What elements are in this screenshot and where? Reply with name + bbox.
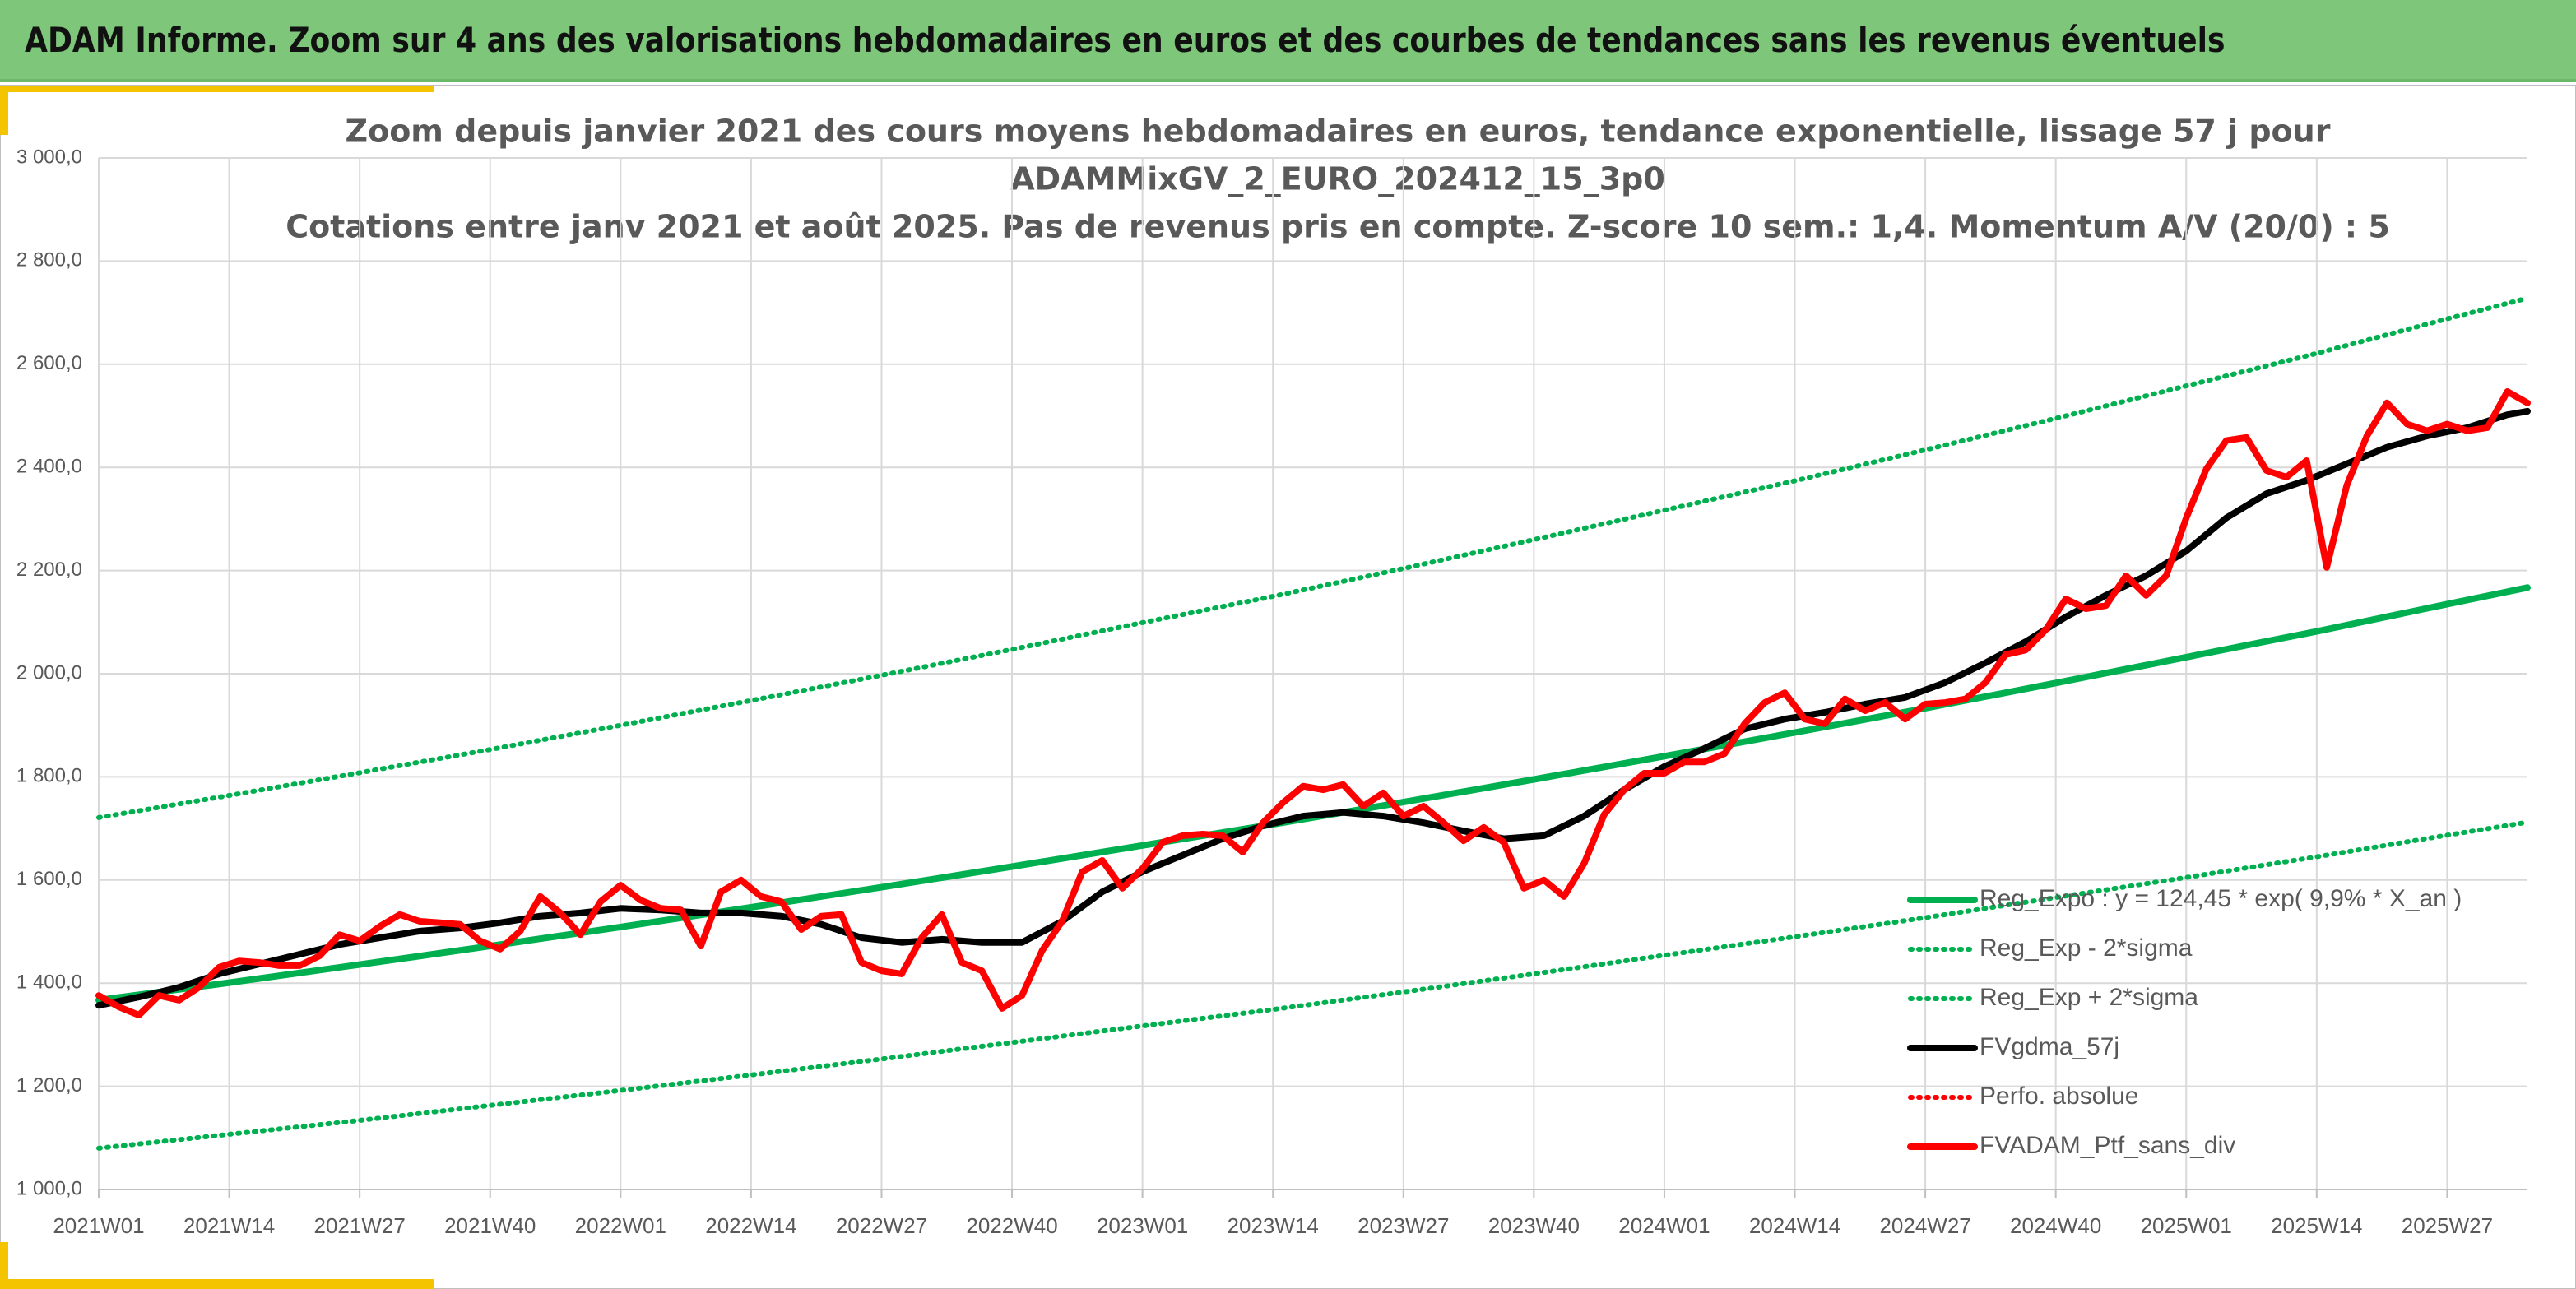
x-tick-label: 2023W40 — [1488, 1213, 1580, 1238]
x-tick-label: 2023W27 — [1358, 1213, 1449, 1238]
header-title: ADAM Informe. Zoom sur 4 ans des valoris… — [25, 20, 2226, 60]
series-line — [96, 295, 2530, 820]
x-tick-label: 2024W27 — [1879, 1213, 1970, 1238]
y-tick-label: 1 600,0 — [16, 868, 82, 890]
x-tick-label: 2022W27 — [836, 1213, 927, 1238]
legend-label: Perfo. absolue — [1980, 1083, 2138, 1110]
x-tick-label: 2021W01 — [53, 1213, 144, 1238]
x-tick-label: 2024W40 — [2010, 1213, 2101, 1238]
chart-frame — [0, 85, 2576, 1289]
x-tick-label: 2022W40 — [966, 1213, 1057, 1238]
x-tick-label: 2022W14 — [705, 1213, 796, 1238]
y-tick-label: 2 600,0 — [16, 352, 82, 374]
legend-label: Reg_Expo : y = 124,45 * exp( 9,9% * X_an… — [1980, 885, 2462, 912]
x-tick-label: 2023W01 — [1097, 1213, 1188, 1238]
y-tick-label: 2 000,0 — [16, 661, 82, 684]
x-tick-label: 2021W14 — [183, 1213, 275, 1238]
accent — [0, 1242, 8, 1289]
header: ADAM Informe. Zoom sur 4 ans des valoris… — [0, 0, 2576, 82]
legend-label: FVgdma_57j — [1980, 1033, 2119, 1060]
legend-label: FVADAM_Ptf_sans_div — [1980, 1132, 2235, 1159]
y-tick-label: 2 400,0 — [16, 456, 82, 478]
chart-title: ADAMMixGV_2_EURO_202412_15_3p0 — [1010, 161, 1665, 197]
legend-label: Reg_Exp - 2*sigma — [1980, 934, 2193, 962]
accent — [0, 1279, 434, 1289]
x-tick-label: 2025W01 — [2141, 1213, 2232, 1238]
x-tick-label: 2024W14 — [1749, 1213, 1840, 1238]
x-tick-label: 2023W14 — [1228, 1213, 1319, 1238]
y-tick-label: 2 200,0 — [16, 559, 82, 581]
chart-title: Zoom depuis janvier 2021 des cours moyen… — [346, 114, 2331, 150]
y-tick-label: 1 000,0 — [16, 1177, 82, 1199]
x-tick-label: 2025W27 — [2402, 1213, 2493, 1238]
x-tick-label: 2021W27 — [314, 1213, 406, 1238]
x-tick-label: 2025W14 — [2271, 1213, 2362, 1238]
accent — [0, 86, 434, 92]
series-line — [95, 407, 2531, 1009]
accent — [0, 86, 8, 135]
series-line — [95, 388, 2531, 1019]
y-tick-label: 1 200,0 — [16, 1074, 82, 1097]
y-tick-label: 1 400,0 — [16, 971, 82, 994]
x-tick-label: 2021W40 — [444, 1213, 536, 1238]
x-tick-label: 2022W01 — [575, 1213, 666, 1238]
series-line — [96, 819, 2530, 1151]
y-tick-label: 1 800,0 — [16, 765, 82, 787]
legend-label: Reg_Exp + 2*sigma — [1980, 984, 2198, 1011]
y-tick-label: 2 800,0 — [16, 249, 82, 271]
x-tick-label: 2024W01 — [1618, 1213, 1710, 1238]
chart-title: Cotations entre janv 2021 et août 2025. … — [285, 209, 2390, 245]
y-tick-label: 3 000,0 — [16, 146, 82, 168]
